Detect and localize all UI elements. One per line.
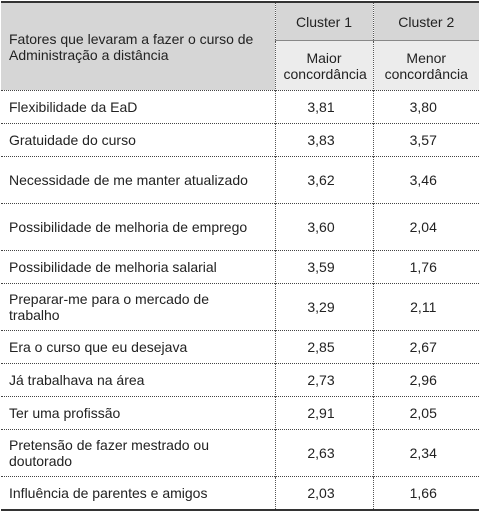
value-cell: 2,11: [372, 283, 479, 331]
factor-cell: Pretensão de fazer mestrado ou doutorado: [1, 429, 275, 477]
value-cell: 3,59: [274, 250, 373, 284]
value-cell: 2,67: [372, 330, 479, 364]
value-cell: 3,60: [274, 203, 373, 251]
table-row: Necessidade de me manter atualizado 3,62 3…: [1, 156, 479, 204]
subheader: Menor concordância: [372, 40, 479, 91]
subheader: Maior concordância: [274, 40, 373, 91]
table-row: Flexibilidade da EaD 3,81 3,80: [1, 90, 479, 124]
table-body: Flexibilidade da EaD 3,81 3,80 Gratuidade d…: [1, 90, 479, 511]
factor-cell: Era o curso que eu desejava: [1, 330, 275, 364]
table-row: Preparar-me para o mercado de trabalho 3,…: [1, 283, 479, 331]
factor-header: Fatores que levaram a fazer o curso de A…: [1, 1, 275, 91]
value-cell: 2,85: [274, 330, 373, 364]
value-cell: 2,04: [372, 203, 479, 251]
value-cell: 2,91: [274, 396, 373, 430]
table-row: Possibilidade de melhoria de emprego 3,60…: [1, 203, 479, 251]
value-cell: 3,57: [372, 123, 479, 157]
table-row: Pretensão de fazer mestrado ou doutorado…: [1, 429, 479, 477]
value-cell: 3,80: [372, 90, 479, 124]
factor-cell: Gratuidade do curso: [1, 123, 275, 157]
value-cell: 1,76: [372, 250, 479, 284]
value-cell: 3,83: [274, 123, 373, 157]
table-row: Ter uma profissão 2,91 2,05: [1, 396, 479, 430]
factor-cell: Necessidade de me manter atualizado: [1, 156, 275, 204]
cluster-header: Cluster 2: [372, 1, 479, 41]
table-row: Era o curso que eu desejava 2,85 2,67: [1, 330, 479, 364]
value-cell: 2,96: [372, 363, 479, 397]
value-cell: 3,62: [274, 156, 373, 204]
table-row: Já trabalhava na área 2,73 2,96: [1, 363, 479, 397]
factor-cell: Ter uma profissão: [1, 396, 275, 430]
factor-cell: Possibilidade de melhoria de emprego: [1, 203, 275, 251]
factor-cell: Já trabalhava na área: [1, 363, 275, 397]
value-cell: 2,63: [274, 429, 373, 477]
cluster-header: Cluster 1: [274, 1, 373, 41]
value-cell: 3,81: [274, 90, 373, 124]
table-row: Possibilidade de melhoria salarial 3,59 1,…: [1, 250, 479, 284]
header-row: Fatores que levaram a fazer o curso de A…: [1, 1, 479, 91]
table-row: Gratuidade do curso 3,83 3,57: [1, 123, 479, 157]
value-cell: 2,73: [274, 363, 373, 397]
value-cell: 2,03: [274, 476, 373, 511]
factor-cell: Preparar-me para o mercado de trabalho: [1, 283, 275, 331]
value-cell: 2,34: [372, 429, 479, 477]
value-cell: 3,29: [274, 283, 373, 331]
value-cell: 1,66: [372, 476, 479, 511]
factor-cell: Possibilidade de melhoria salarial: [1, 250, 275, 284]
value-cell: 2,05: [372, 396, 479, 430]
subheader-row: Maior concordância Menor concordância: [1, 40, 479, 91]
factor-cell: Influência de parentes e amigos: [1, 476, 275, 511]
value-cell: 3,46: [372, 156, 479, 204]
factor-cell: Flexibilidade da EaD: [1, 90, 275, 124]
table-row: Influência de parentes e amigos 2,03 1,66: [1, 476, 479, 511]
